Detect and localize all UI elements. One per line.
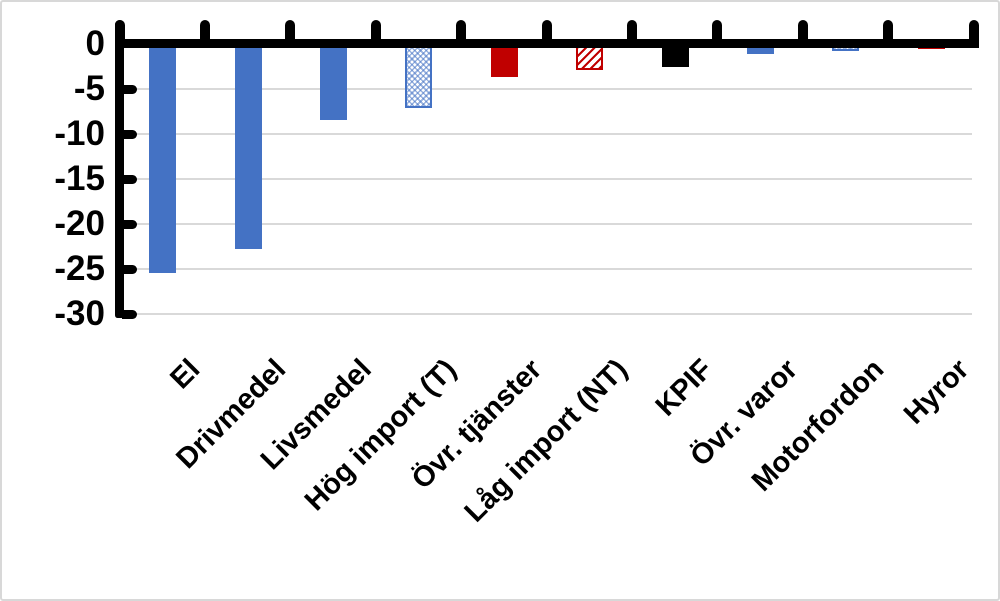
y-tick-label: -20 (54, 204, 105, 243)
bar-vr-tj-nster (490, 44, 518, 78)
y-axis-tick (122, 264, 137, 274)
gridline (124, 223, 972, 225)
bar-el (149, 44, 177, 273)
x-category-label-text: Låg import (NT) (458, 353, 634, 529)
y-axis-tick (122, 219, 137, 229)
y-axis-tick (122, 129, 137, 139)
y-axis-tick (122, 309, 137, 319)
x-category-label-text: El (164, 353, 207, 396)
y-axis-line (115, 20, 124, 318)
x-axis-tick (883, 20, 894, 48)
gridline (124, 88, 972, 90)
x-axis-tick (626, 20, 637, 48)
x-axis-tick (797, 20, 808, 48)
y-tick-label: 0 (85, 24, 105, 63)
x-axis-tick (541, 20, 552, 48)
bar-vr-varor (747, 44, 774, 54)
x-axis-tick (712, 20, 723, 48)
y-axis-tick (122, 84, 137, 94)
gridline (124, 133, 972, 135)
x-category-label-text: Hög import (T) (298, 353, 463, 518)
bar-l-g-import-nt (576, 44, 604, 71)
y-tick-label: -30 (54, 294, 105, 333)
bar-h-g-import-t (405, 44, 433, 108)
x-axis-tick (370, 20, 381, 48)
x-axis-tick (285, 20, 296, 48)
gridline (124, 268, 972, 270)
x-category-label-text: Hyror (897, 353, 976, 431)
gridline (124, 313, 972, 315)
y-tick-label: -15 (54, 159, 105, 198)
x-axis-tick (199, 20, 210, 48)
bar-drivmedel (234, 44, 262, 250)
y-tick-label: -10 (54, 114, 105, 153)
gridline (124, 178, 972, 180)
x-category-label-text: KPIF (649, 353, 720, 423)
bar-livsmedel (320, 44, 347, 120)
y-axis-tick (122, 174, 137, 184)
y-tick-label: -25 (54, 249, 105, 288)
x-axis-tick (968, 20, 979, 48)
bar-kpif (661, 44, 689, 67)
x-axis-tick (456, 20, 467, 48)
y-tick-label: -5 (73, 69, 105, 108)
